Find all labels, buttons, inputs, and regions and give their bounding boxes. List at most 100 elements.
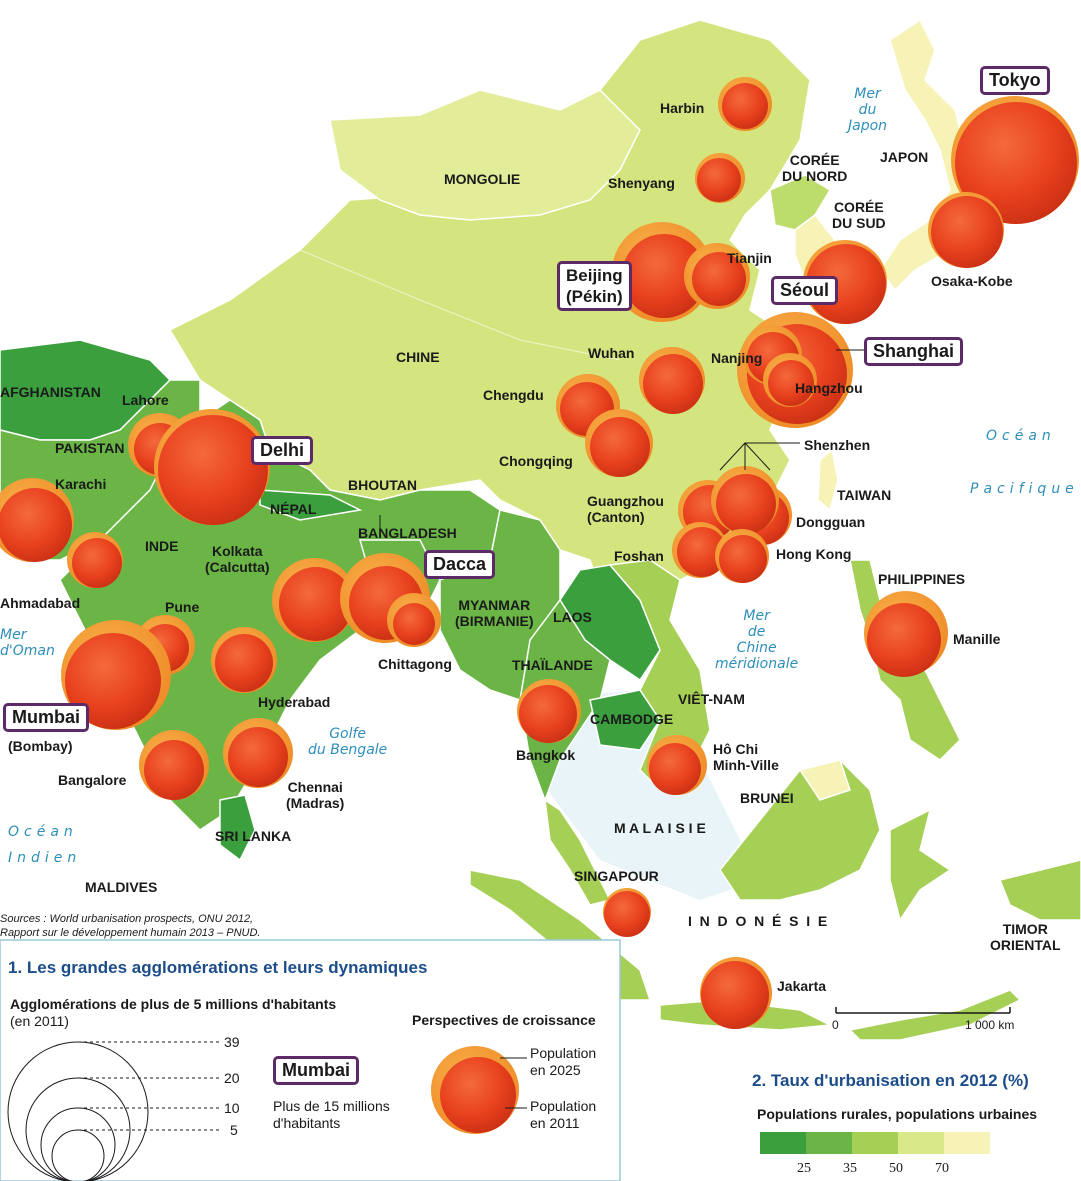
circle-2011-bangkok	[519, 685, 577, 743]
country-cambodia	[589, 689, 661, 751]
label-city-nanjing: Nanjing	[711, 350, 763, 366]
label-city-chennai: Chennai (Madras)	[286, 779, 345, 811]
country-nepal	[259, 489, 363, 521]
label-city-hangzhou: Hangzhou	[795, 380, 863, 396]
label-city-guangzhou: Guangzhou (Canton)	[587, 493, 664, 525]
label-vietnam: VIÊT-NAM	[678, 691, 745, 707]
label-city-hochiminh: Hô Chi Minh-Ville	[713, 741, 779, 773]
circle-2011-wuhan	[643, 354, 703, 414]
islands-nusa-tenggara	[848, 989, 1022, 1041]
circle-2011-harbin	[722, 83, 768, 129]
megacity-label-mumbai: Mumbai	[3, 703, 90, 732]
label-city-dongguan: Dongguan	[796, 514, 866, 530]
circle-2011-delhi	[158, 415, 268, 525]
label-city-kolkata: Kolkata (Calcutta)	[205, 543, 270, 575]
megacity-label-dacca: Dacca	[424, 550, 496, 579]
legend1-mega-example: Mumbai	[273, 1056, 360, 1085]
circle-2011-jakarta	[701, 961, 769, 1029]
circle-2011-hochiminh	[649, 743, 701, 795]
swatch-25-35	[806, 1132, 852, 1154]
circle-2011-kolkata	[279, 567, 353, 641]
country-sri-lanka	[219, 794, 256, 862]
circle-2011-singapour	[604, 891, 650, 937]
legend1-scale-10: 10	[224, 1100, 240, 1116]
circle-2011-chittagong	[393, 603, 435, 645]
label-city-osaka: Osaka-Kobe	[931, 273, 1013, 289]
urbanisation-color-scale	[760, 1132, 990, 1154]
island-borneo	[719, 759, 881, 901]
label-coree-nord: CORÉE DU NORD	[782, 152, 848, 184]
swatch-under-25	[760, 1132, 806, 1154]
megacity-label-seoul: Séoul	[771, 276, 839, 305]
shenzhen-leader-line-2	[719, 442, 746, 471]
scale-end: 1 000 km	[965, 1018, 1015, 1032]
circle-2011-shenyang	[697, 158, 741, 202]
scale-start: 0	[832, 1018, 839, 1032]
label-afghanistan: AFGHANISTAN	[0, 384, 101, 400]
circle-2011-beijing	[622, 234, 706, 318]
label-ocean-indien-1: Océan	[8, 824, 78, 840]
label-city-pune: Pune	[165, 599, 200, 615]
circle-2011-chongqing	[590, 417, 650, 477]
legend1-pop-2011: Population en 2011	[530, 1098, 597, 1131]
label-city-manille: Manille	[953, 631, 1001, 647]
circle-2011-hangzhou	[768, 360, 814, 406]
label-nepal: NÉPAL	[270, 501, 317, 517]
shenzhen-leader-line-3	[744, 442, 771, 471]
label-mongolie: MONGOLIE	[444, 171, 521, 187]
label-city-hongkong: Hong Kong	[776, 546, 852, 562]
label-ocean-pacifique-1: Océan	[986, 428, 1056, 444]
label-maldives: MALDIVES	[85, 879, 158, 895]
label-indonesie: I N D O N É S I E	[688, 913, 828, 929]
circle-2011-ahmadabad	[72, 538, 122, 588]
legend2-tick-25: 25	[797, 1161, 811, 1176]
island-sulawesi	[889, 808, 952, 922]
sources-line-2: Rapport sur le développement humain 2013…	[0, 927, 261, 939]
circle-2011-shenzhen	[716, 474, 776, 534]
label-sri-lanka: SRI LANKA	[215, 828, 292, 844]
legend1-mega-desc: Plus de 15 millions d'habitants	[273, 1098, 390, 1131]
swatch-50-70	[898, 1132, 944, 1154]
sources-line-1: Sources : World urbanisation prospects, …	[0, 913, 254, 925]
label-timor: TIMOR ORIENTAL	[990, 921, 1061, 953]
legend2-tick-70: 70	[935, 1161, 949, 1176]
label-city-chittagong: Chittagong	[378, 656, 452, 672]
circle-2011-manille	[867, 603, 941, 677]
label-myanmar: MYANMAR (BIRMANIE)	[455, 597, 534, 629]
country-brunei	[798, 759, 851, 801]
scale-bar	[835, 1007, 1011, 1014]
label-bangladesh: BANGLADESH	[358, 525, 457, 541]
megacity-label-shanghai: Shanghai	[864, 337, 964, 366]
megacity-label-tokyo: Tokyo	[980, 66, 1050, 95]
country-taiwan	[817, 448, 839, 512]
label-coree-sud: CORÉE DU SUD	[832, 199, 886, 231]
circle-2011-hyderabad	[215, 634, 273, 692]
label-city-bangkok: Bangkok	[516, 747, 576, 763]
label-mer-oman: Mer d'Oman	[0, 627, 55, 659]
label-brunei: BRUNEI	[740, 790, 794, 806]
label-mer-chine: Mer de Chine méridionale	[715, 608, 799, 672]
label-taiwan: TAIWAN	[837, 487, 892, 503]
label-city-bangalore: Bangalore	[58, 772, 127, 788]
label-city-hyderabad: Hyderabad	[258, 694, 331, 710]
label-city-chengdu: Chengdu	[483, 387, 544, 403]
label-malaisie: M A L A I S I E	[614, 820, 706, 836]
label-city-jakarta: Jakarta	[777, 978, 827, 994]
label-city-foshan: Foshan	[614, 548, 664, 564]
swatch-35-50	[852, 1132, 898, 1154]
label-city-harbin: Harbin	[660, 100, 705, 116]
label-japon: JAPON	[880, 149, 929, 165]
legend1-scale-20: 20	[224, 1070, 240, 1086]
label-mer-japon: Mer du Japon	[848, 86, 888, 134]
legend1-pop-2025: Population en 2025	[530, 1045, 597, 1078]
label-inde: INDE	[145, 538, 179, 554]
legend2-tick-35: 35	[843, 1161, 857, 1176]
circle-2011-karachi	[0, 488, 72, 562]
circle-2011-tianjin	[692, 252, 746, 306]
legend-circle-2011	[440, 1057, 516, 1133]
legend1-growth-title: Perspectives de croissance	[412, 1012, 596, 1028]
circle-2011-mumbai	[65, 633, 161, 729]
circle-2011-bangalore	[144, 740, 204, 800]
